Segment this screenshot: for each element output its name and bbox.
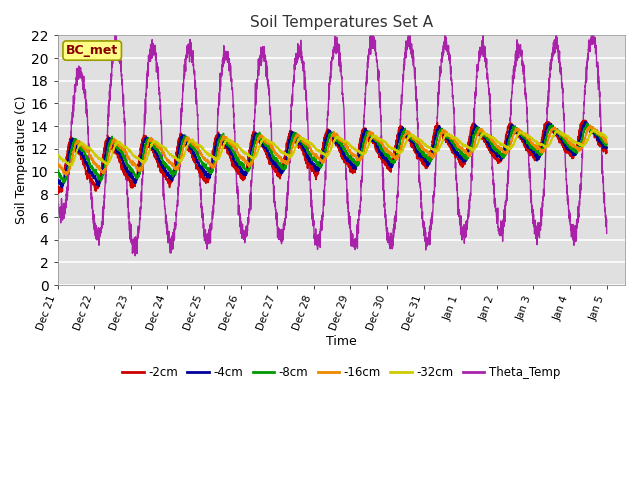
-32cm: [551, 131, 559, 137]
Line: -4cm: -4cm: [58, 122, 607, 188]
-32cm: [396, 150, 403, 156]
-2cm: [581, 117, 589, 123]
-32cm: [590, 127, 598, 133]
-32cm: [54, 152, 61, 158]
-16cm: [396, 151, 403, 157]
Theta_Temp: [396, 154, 403, 159]
-16cm: [586, 123, 594, 129]
-2cm: [551, 128, 559, 133]
-4cm: [603, 145, 611, 151]
-32cm: [603, 135, 611, 141]
-2cm: [386, 166, 394, 171]
-2cm: [54, 191, 62, 196]
-32cm: [207, 153, 215, 158]
-4cm: [54, 177, 61, 183]
Line: Theta_Temp: Theta_Temp: [58, 27, 607, 256]
-2cm: [603, 150, 611, 156]
Y-axis label: Soil Temperature (C): Soil Temperature (C): [15, 96, 28, 225]
Theta_Temp: [603, 216, 611, 222]
-8cm: [603, 142, 611, 147]
-4cm: [386, 164, 394, 169]
Line: -8cm: -8cm: [58, 123, 607, 182]
Line: -2cm: -2cm: [58, 120, 607, 193]
Line: -32cm: -32cm: [58, 130, 607, 166]
-2cm: [207, 162, 215, 168]
-8cm: [172, 171, 179, 177]
Theta_Temp: [207, 226, 215, 232]
-16cm: [386, 148, 394, 154]
-8cm: [60, 180, 67, 185]
Legend: -2cm, -4cm, -8cm, -16cm, -32cm, Theta_Temp: -2cm, -4cm, -8cm, -16cm, -32cm, Theta_Te…: [118, 361, 565, 384]
-8cm: [207, 170, 215, 176]
-32cm: [603, 135, 611, 141]
Theta_Temp: [551, 42, 559, 48]
-16cm: [62, 172, 70, 178]
-16cm: [54, 162, 61, 168]
-2cm: [54, 186, 61, 192]
-4cm: [603, 144, 611, 149]
-32cm: [386, 144, 394, 150]
-16cm: [172, 166, 179, 171]
-2cm: [396, 126, 403, 132]
Theta_Temp: [172, 220, 179, 226]
-16cm: [603, 140, 611, 146]
Theta_Temp: [369, 24, 377, 30]
-8cm: [551, 126, 559, 132]
Theta_Temp: [386, 238, 394, 243]
-4cm: [207, 168, 215, 174]
-16cm: [551, 126, 559, 132]
Theta_Temp: [131, 253, 139, 259]
-16cm: [603, 139, 611, 144]
-4cm: [172, 167, 179, 173]
Theta_Temp: [54, 191, 61, 196]
-4cm: [551, 131, 559, 136]
-8cm: [54, 170, 61, 176]
Title: Soil Temperatures Set A: Soil Temperatures Set A: [250, 15, 433, 30]
X-axis label: Time: Time: [326, 335, 356, 348]
-32cm: [172, 154, 179, 159]
-32cm: [66, 163, 74, 168]
-8cm: [603, 140, 611, 146]
-4cm: [58, 185, 66, 191]
-4cm: [396, 130, 403, 136]
-8cm: [396, 143, 403, 149]
Text: BC_met: BC_met: [66, 44, 118, 57]
Line: -16cm: -16cm: [58, 126, 607, 175]
-8cm: [386, 155, 394, 160]
-16cm: [207, 162, 215, 168]
-2cm: [172, 157, 179, 163]
Theta_Temp: [603, 230, 611, 236]
-4cm: [581, 119, 589, 125]
-8cm: [584, 120, 591, 126]
-2cm: [603, 146, 611, 152]
